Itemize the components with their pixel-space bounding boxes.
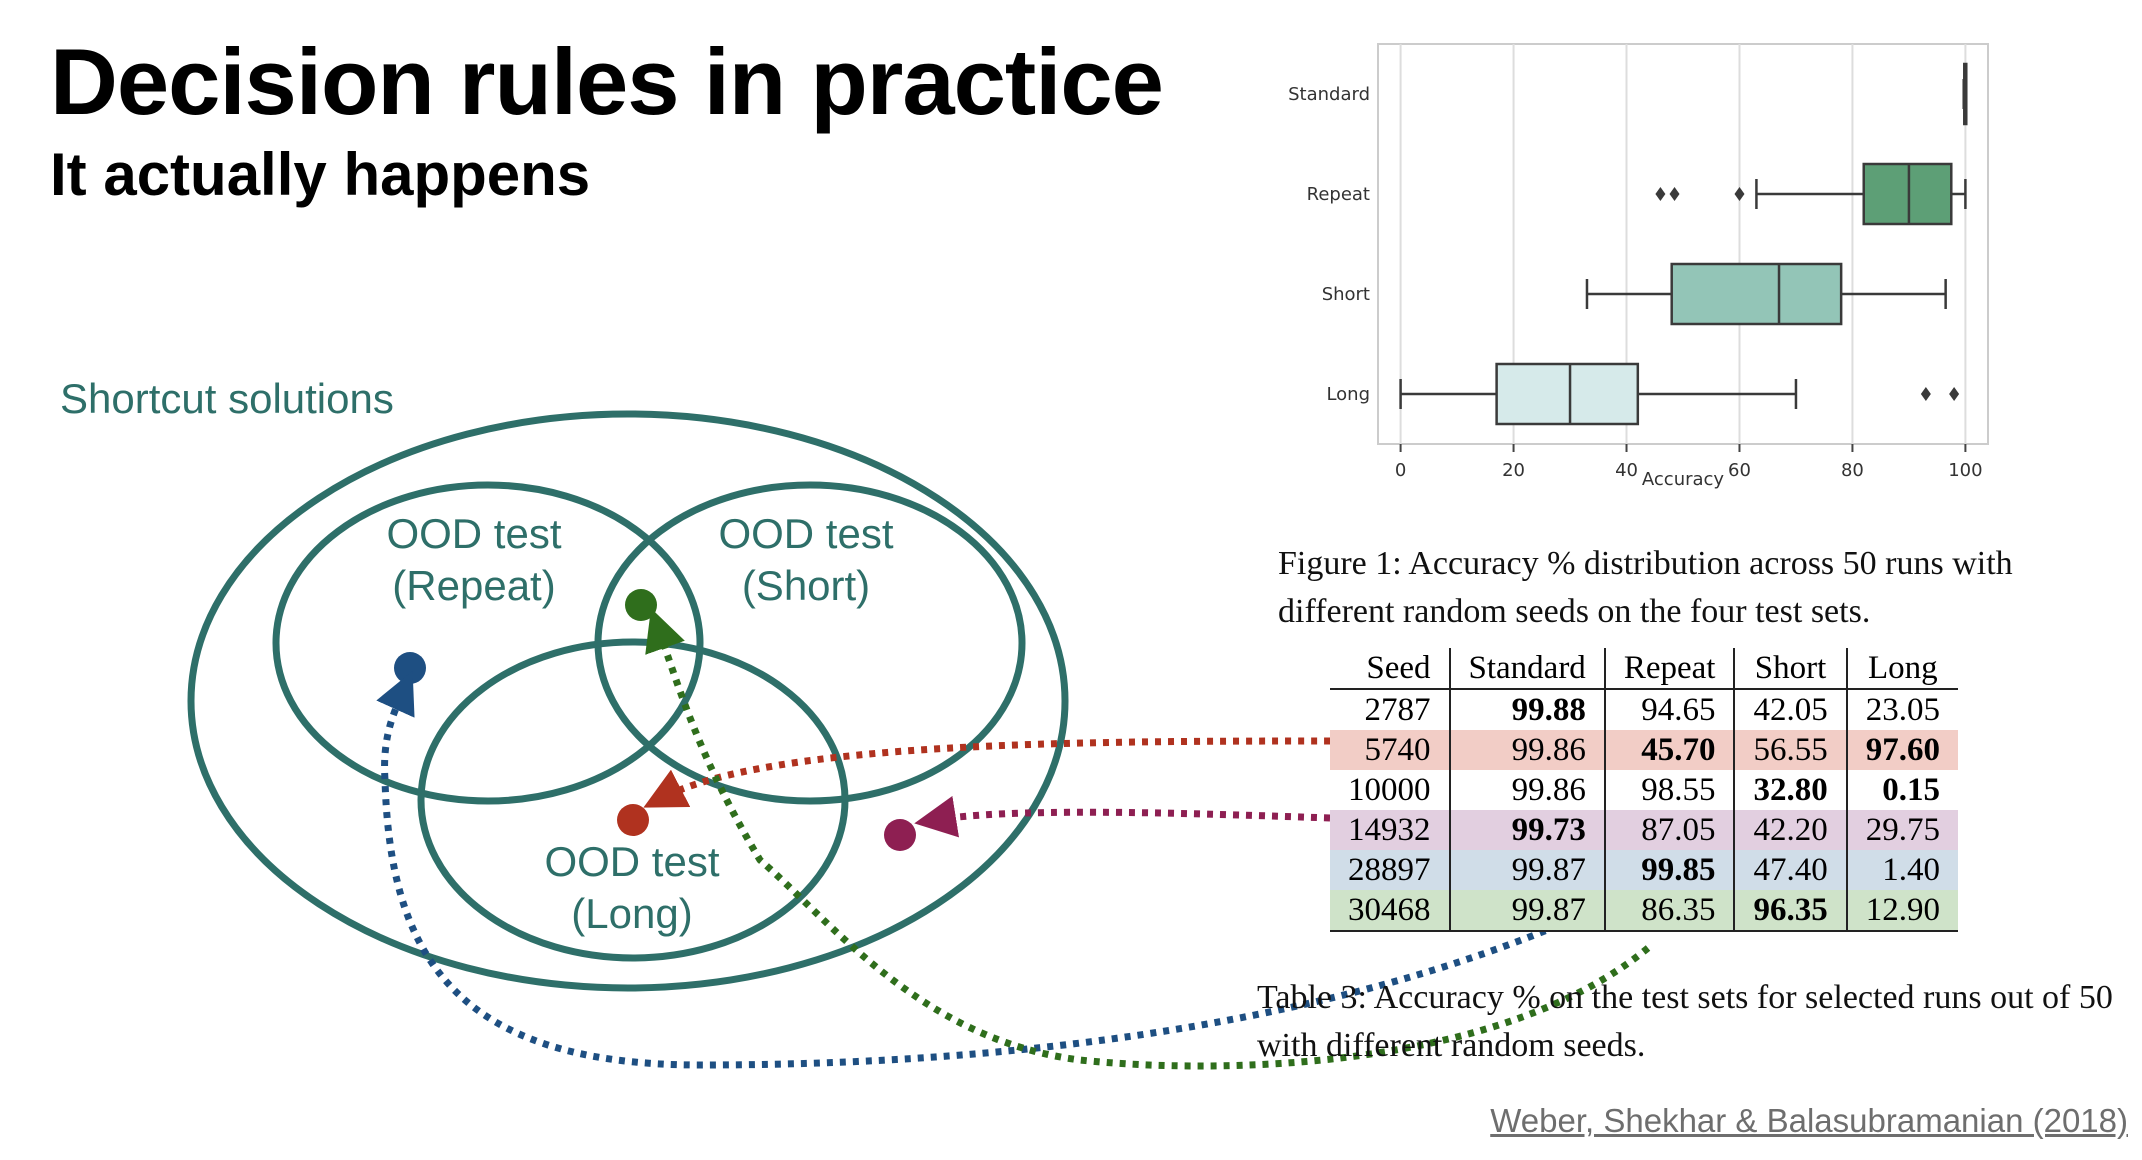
accuracy-boxplot: 0 20 40 60 80 100 Standard Repeat Short Long Accu… (1288, 43, 1989, 490)
figure-caption: Figure 1: Accuracy % distribution across… (1278, 545, 2013, 630)
results-table: Seed Standard Repeat Short Long 2787 99.8… (1330, 648, 1958, 932)
x-tick-label: 60 (1728, 460, 1751, 481)
table-cell: 12.90 (1845, 890, 1958, 932)
repeat-set-label-line1: OOD test (386, 510, 561, 557)
outlier-point (1920, 387, 1931, 401)
boxplot-xlabel: Accuracy (1642, 469, 1725, 490)
table-cell: 87.05 (1603, 810, 1735, 850)
table-header-cell: Standard (1448, 648, 1605, 690)
outlier-point (1655, 187, 1666, 201)
boxplot-boxes (1399, 62, 1968, 426)
y-tick-label: Standard (1288, 84, 1370, 105)
seed-5740-arrow (643, 737, 1331, 808)
outlier-point (1949, 387, 1960, 401)
table-cell: 56.55 (1733, 730, 1847, 770)
repeat-set-ellipse (272, 481, 704, 805)
x-tick-label: 80 (1841, 460, 1864, 481)
x-tick-label: 20 (1502, 460, 1525, 481)
table-row: 2787 99.88 94.65 42.05 23.05 (1330, 689, 1958, 730)
long-set-label-line1: OOD test (544, 838, 719, 885)
table-cell: 30468 (1330, 890, 1450, 932)
boxplot-labels: 0 20 40 60 80 100 Standard Repeat Short Long (1288, 84, 1982, 481)
table-cell: 42.20 (1733, 810, 1847, 850)
table-cell: 32.80 (1733, 770, 1847, 810)
table-cell: 99.85 (1603, 850, 1735, 890)
seed-5740-dot (617, 804, 649, 836)
table-row: 5740 99.86 45.70 56.55 97.60 (1330, 730, 1958, 770)
seed-14932-dot (884, 819, 916, 851)
table-row: 14932 99.73 87.05 42.20 29.75 (1330, 810, 1958, 850)
table-cell: 28897 (1348, 851, 1431, 888)
slide-title: Decision rules in practice (50, 29, 1164, 134)
table-cell: 14932 (1348, 811, 1431, 848)
table-cell: 99.87 (1448, 850, 1605, 890)
table-cell: 99.86 (1448, 770, 1605, 810)
seed-28897-dot (394, 652, 426, 684)
table-cell: 23.05 (1845, 689, 1958, 730)
short-set-label-line2: (Short) (742, 562, 870, 609)
seed-14932-arrow (914, 795, 1331, 838)
table-header-cell: Long (1845, 648, 1958, 690)
repeat-set-label-line2: (Repeat) (392, 562, 555, 609)
table-cell: 47.40 (1733, 850, 1847, 890)
slide-subtitle: It actually happens (50, 141, 591, 208)
table-row: 10000 99.86 98.55 32.80 0.15 (1330, 770, 1958, 810)
shortcut-solutions-label: Shortcut solutions (60, 375, 394, 422)
table-cell: 97.60 (1845, 730, 1958, 770)
table-header-cell: Short (1733, 648, 1847, 690)
table-cell: 10000 (1348, 771, 1431, 808)
table-caption: Table 3: Accuracy % on the test sets for… (1257, 979, 2113, 1064)
seed-28897-arrow (376, 670, 1607, 1069)
seed-30468-dot (625, 589, 657, 621)
box-long (1495, 362, 1640, 426)
box-short (1670, 262, 1843, 326)
table-cell: 99.73 (1448, 810, 1605, 850)
y-tick-label: Long (1326, 384, 1370, 405)
seed-30468-arrow (645, 608, 1651, 1070)
table-row: 28897 99.87 99.85 47.40 1.40 (1330, 850, 1958, 890)
y-tick-label: Repeat (1307, 184, 1370, 205)
table-header-cell: Repeat (1603, 648, 1735, 690)
table-cell: 1.40 (1845, 850, 1958, 890)
box-repeat (1862, 162, 1953, 226)
table-cell: 96.35 (1733, 890, 1847, 932)
outlier-point (1669, 187, 1680, 201)
boxplot-grid (1399, 44, 1967, 452)
y-tick-label: Short (1322, 284, 1370, 305)
table-cell: 86.35 (1603, 890, 1735, 932)
table-header-row: Seed Standard Repeat Short Long (1330, 648, 1958, 690)
table-cell: 98.55 (1603, 770, 1735, 810)
table-row: 30468 99.87 86.35 96.35 12.90 (1330, 890, 1958, 932)
table-cell: 45.70 (1603, 730, 1735, 770)
long-set-ellipse (417, 638, 849, 962)
short-set-label-line1: OOD test (718, 510, 893, 557)
long-set-label-line2: (Long) (571, 890, 692, 937)
boxplot-frame (1377, 43, 1989, 445)
table-cell: 29.75 (1845, 810, 1958, 850)
table-cell: 5740 (1364, 731, 1431, 768)
outlier-point (1734, 187, 1745, 201)
table-cell: 0.15 (1845, 770, 1958, 810)
table-cell: 94.65 (1603, 689, 1735, 730)
x-tick-label: 40 (1615, 460, 1638, 481)
table-cell: 99.86 (1448, 730, 1605, 770)
table-cell: 99.88 (1448, 689, 1605, 730)
shortcut-solutions-ellipse (187, 410, 1069, 992)
table-cell: 42.05 (1733, 689, 1847, 730)
table-cell: 99.87 (1448, 890, 1605, 932)
table-header-cell: Seed (1330, 648, 1450, 690)
x-tick-label: 100 (1948, 460, 1982, 481)
x-tick-label: 0 (1395, 460, 1406, 481)
citation-link[interactable]: Weber, Shekhar & Balasubramanian (2018) (1490, 1102, 2128, 1139)
table-cell: 2787 (1364, 691, 1431, 728)
